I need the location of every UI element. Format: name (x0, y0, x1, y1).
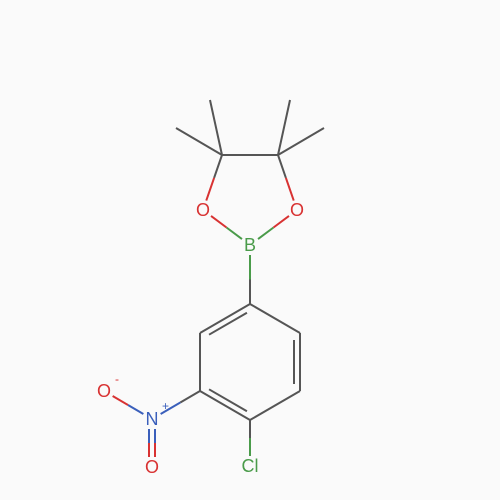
charge-plus: + (162, 399, 169, 413)
atom-o: O (97, 381, 111, 401)
atom-cl: Cl (242, 456, 259, 476)
atom-o: O (196, 200, 210, 220)
molecule-diagram: B O O Cl N O O + - (0, 0, 500, 500)
atom-n: N (146, 409, 159, 429)
atom-b: B (244, 235, 256, 255)
atom-o: O (145, 457, 159, 477)
atom-o: O (290, 200, 304, 220)
charge-minus: - (115, 372, 119, 386)
